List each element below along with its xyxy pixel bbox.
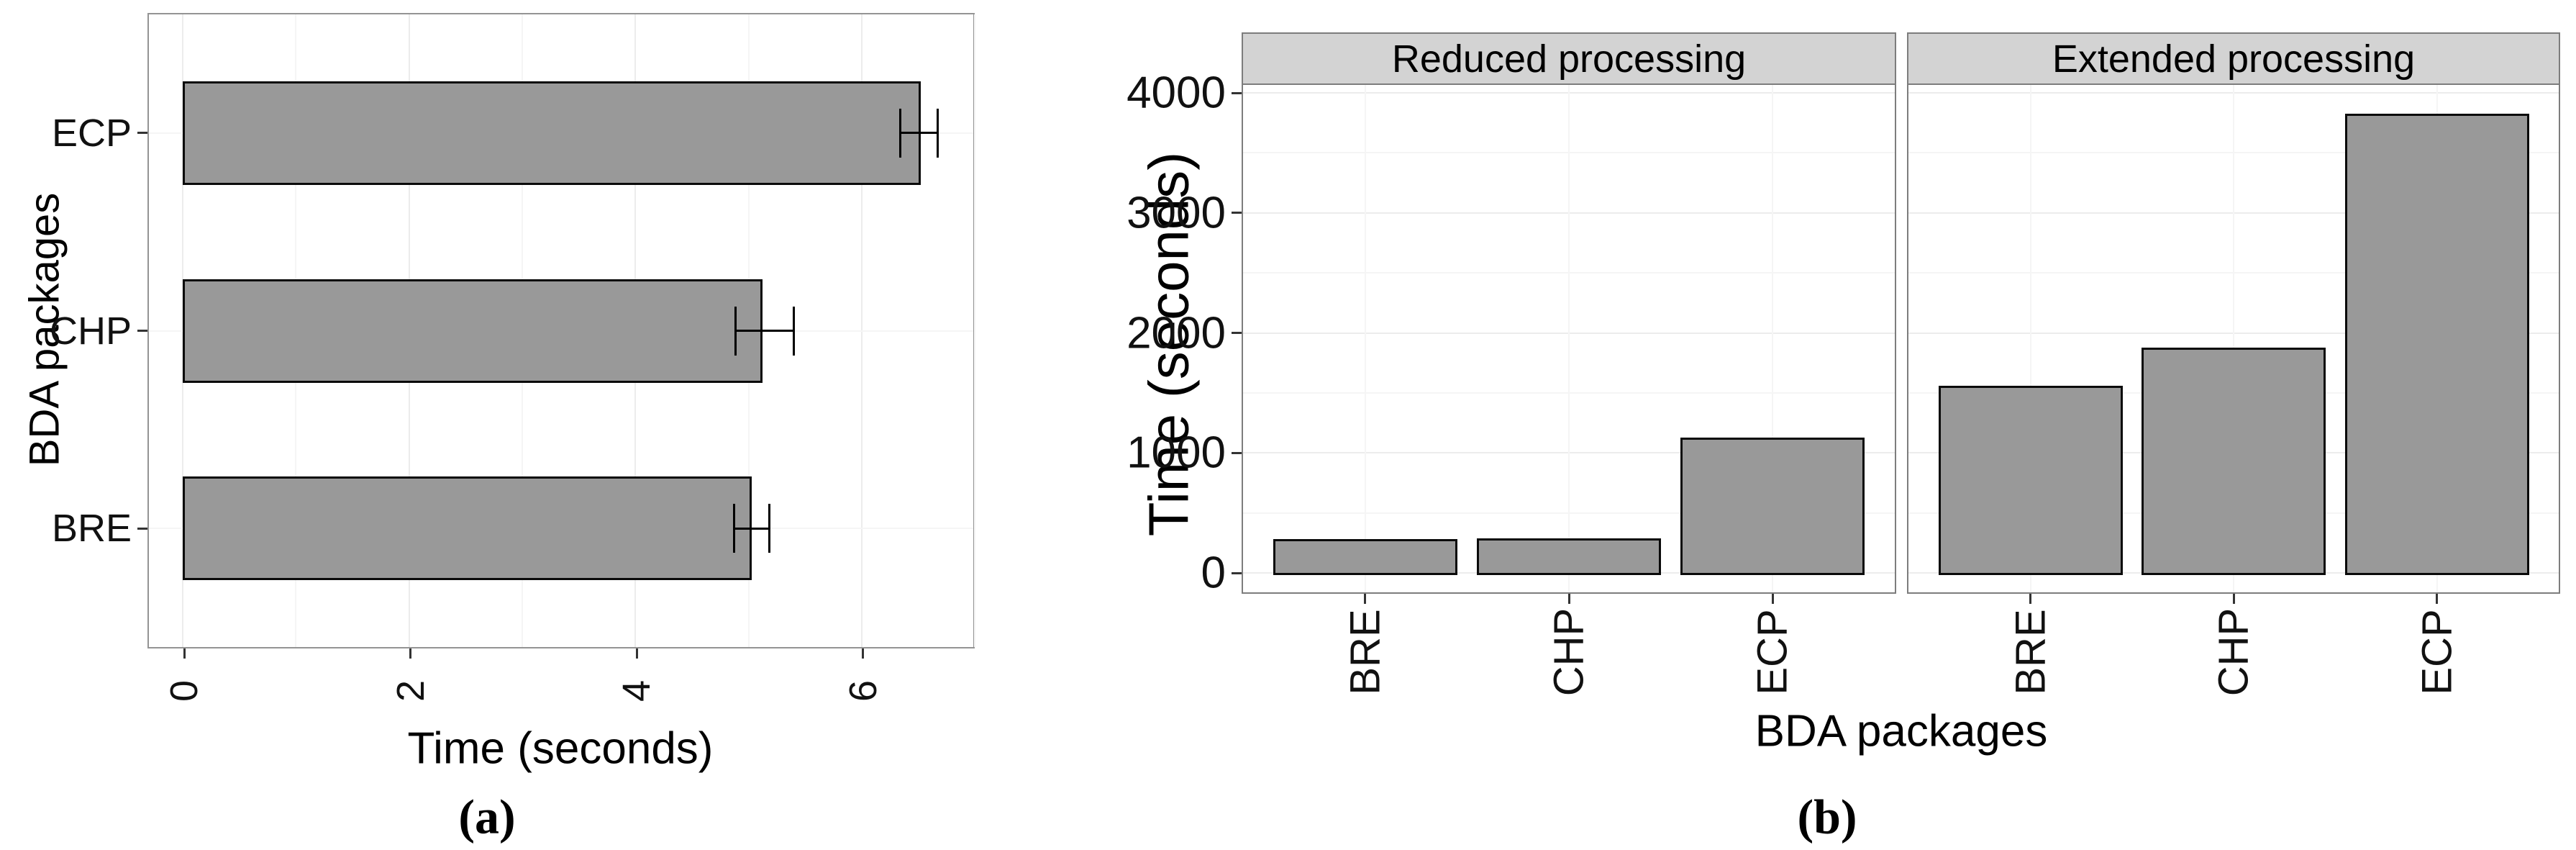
tick-label-b-y-1000: 1000 xyxy=(1127,428,1226,478)
errorbar-a-CHP xyxy=(735,330,794,332)
tick-label-b-y-3000: 3000 xyxy=(1127,188,1226,238)
tick-a-x-0 xyxy=(183,648,186,659)
tick-a-x-2 xyxy=(409,648,412,659)
tick-label-b-x-BRE: BRE xyxy=(1342,609,1389,695)
bar-b-reduced-BRE xyxy=(1273,539,1457,575)
errorbar-a-ECP xyxy=(900,132,938,135)
gridline-b-x-ECP xyxy=(1772,85,1774,592)
tick-b-y-3000 xyxy=(1232,212,1242,214)
tick-a-y-BRE xyxy=(137,527,147,530)
tick-label-b-x-ECP: ECP xyxy=(1749,609,1796,695)
errorbar-a-BRE xyxy=(734,527,770,530)
errorbar-a-CHP-high-cap xyxy=(793,306,796,356)
tick-b-y-0 xyxy=(1232,571,1242,574)
chart-b-panel-reduced xyxy=(1242,83,1896,594)
gridline-b-x-CHP xyxy=(2233,85,2234,592)
errorbar-a-BRE-high-cap xyxy=(768,504,770,553)
tick-label-a-x-4: 4 xyxy=(615,679,659,702)
tick-label-a-y-CHP: CHP xyxy=(49,309,132,353)
bar-a-ECP xyxy=(183,81,921,185)
tick-label-a-y-ECP: ECP xyxy=(51,111,132,155)
tick-b-y-2000 xyxy=(1232,332,1242,334)
gridline-b-x-CHP xyxy=(1568,85,1570,592)
tick-label-b-x-CHP: CHP xyxy=(1545,607,1593,697)
chart-a-panel xyxy=(147,13,976,648)
tick-label-b-x-ECP: ECP xyxy=(2413,609,2460,695)
tick-label-b-x-BRE: BRE xyxy=(2007,609,2054,695)
bar-b-extended-BRE xyxy=(1938,385,2123,575)
tick-a-x-4 xyxy=(635,648,638,659)
bar-b-reduced-ECP xyxy=(1680,437,1865,575)
tick-label-a-x-2: 2 xyxy=(388,679,432,702)
tick-b-x-ECP xyxy=(1771,594,1774,604)
tick-label-b-y-2000: 2000 xyxy=(1127,308,1226,358)
chart-a-x-axis-title: Time (seconds) xyxy=(407,723,714,774)
gridline-b-x-BRE xyxy=(2029,85,2031,592)
chart-b-caption: (b) xyxy=(1797,789,1857,844)
chart-b-x-axis-title: BDA packages xyxy=(1754,706,2048,756)
tick-label-b-y-4000: 4000 xyxy=(1127,68,1226,118)
tick-b-x-BRE xyxy=(2029,594,2031,604)
tick-a-y-ECP xyxy=(137,132,147,135)
bar-b-reduced-CHP xyxy=(1477,538,1661,575)
facet-strip-reduced-processing: Reduced processing xyxy=(1242,32,1896,85)
tick-label-b-y-0: 0 xyxy=(1201,548,1226,598)
tick-b-x-BRE xyxy=(1364,594,1367,604)
tick-b-y-1000 xyxy=(1232,451,1242,454)
errorbar-a-CHP-low-cap xyxy=(734,306,737,356)
bar-b-extended-ECP xyxy=(2344,114,2529,575)
bar-a-BRE xyxy=(183,476,752,581)
tick-label-a-y-BRE: BRE xyxy=(51,507,132,551)
tick-a-x-6 xyxy=(862,648,865,659)
tick-b-y-4000 xyxy=(1232,91,1242,94)
errorbar-a-ECP-low-cap xyxy=(899,108,902,158)
bar-b-extended-CHP xyxy=(2142,348,2326,575)
errorbar-a-BRE-low-cap xyxy=(732,504,735,553)
bar-a-CHP xyxy=(183,279,763,383)
tick-b-x-ECP xyxy=(2436,594,2438,604)
tick-label-a-x-0: 0 xyxy=(163,679,206,702)
gridline-a-x-7 xyxy=(974,14,976,647)
tick-label-a-x-6: 6 xyxy=(841,679,885,702)
tick-a-y-CHP xyxy=(137,330,147,332)
facet-strip-extended-processing: Extended processing xyxy=(1907,32,2560,85)
errorbar-a-ECP-high-cap xyxy=(937,108,939,158)
gridline-b-x-BRE xyxy=(1364,85,1366,592)
tick-b-x-CHP xyxy=(1567,594,1570,604)
chart-b-panel-extended xyxy=(1907,83,2560,594)
tick-b-x-CHP xyxy=(2232,594,2235,604)
tick-label-b-x-CHP: CHP xyxy=(2210,607,2257,697)
chart-a-caption: (a) xyxy=(458,789,516,844)
